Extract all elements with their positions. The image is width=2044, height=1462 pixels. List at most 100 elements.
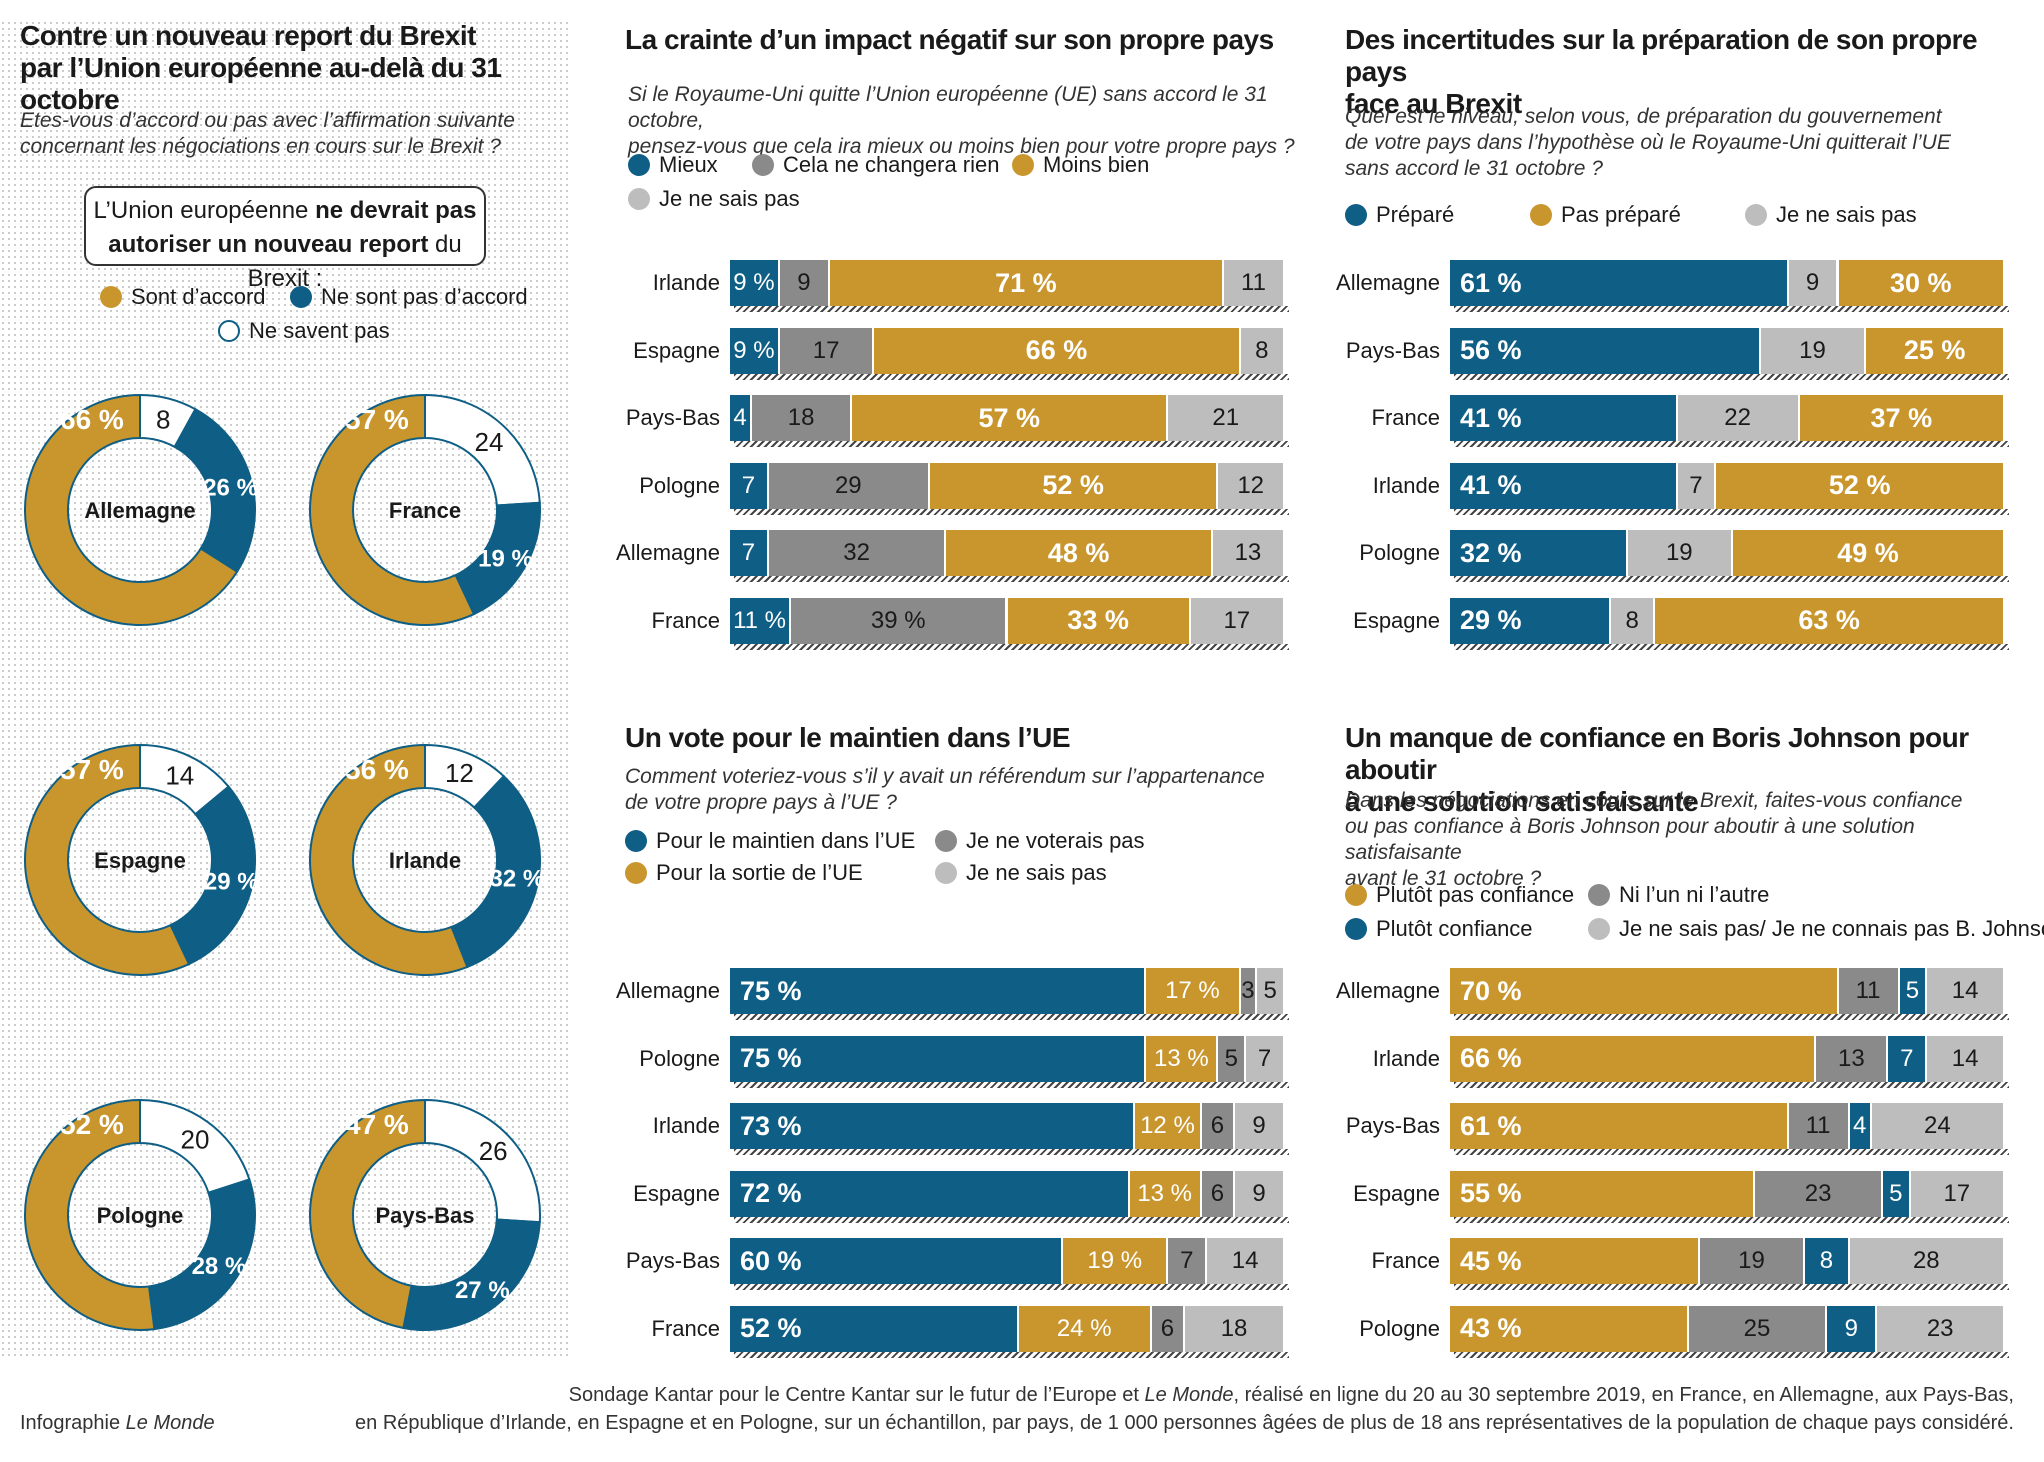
bar-segment: 18 (752, 395, 853, 441)
bar-shadow (734, 1149, 1289, 1155)
bar-segment: 7 (1246, 1035, 1285, 1082)
bar-segment: 11 % (730, 597, 792, 644)
callout-emphasis: ne devrait pas (315, 197, 477, 224)
legend-item-worse: Moins bien (1012, 152, 1149, 178)
donut-slice-agree (24, 393, 239, 626)
legend-item-better: Mieux (628, 152, 718, 178)
bar-shadow (734, 508, 1289, 515)
bar-segment: 7 (1168, 1238, 1208, 1284)
bar-segment: 6 (1201, 1170, 1236, 1217)
legend-swatch (935, 830, 957, 852)
bar-segment: 55 % (1450, 1170, 1756, 1217)
donut-slice-disagree (450, 774, 541, 969)
bar-segment: 11 (1838, 968, 1900, 1014)
callout-emphasis: autoriser un nouveau report (108, 231, 429, 258)
legend-swatch (218, 320, 240, 342)
legend-swatch (935, 862, 957, 884)
legend-label: Pas préparé (1561, 202, 1681, 227)
bar-segment: 7 (1888, 1035, 1928, 1082)
statement-callout: L’Union européenne ne devrait pas autori… (84, 186, 486, 292)
callout-text: du Brexit : (247, 231, 462, 292)
bar-segment: 5 (1882, 1170, 1911, 1217)
donut-country-label: Pologne (97, 1203, 184, 1228)
legend-swatch (1012, 154, 1034, 176)
legend-swatch (628, 188, 650, 210)
bar-segment: 9 % (730, 327, 780, 374)
legend-label: Je ne sais pas (966, 860, 1107, 885)
legend-label: Je ne sais pas (1776, 202, 1917, 227)
bar-segment: 52 % (929, 462, 1219, 509)
row-label: Irlande (652, 270, 720, 295)
legend-swatch (625, 862, 647, 884)
bar-segment: 19 (1627, 530, 1734, 576)
donut-label-disagree: 27 % (455, 1277, 510, 1304)
legend-swatch (1345, 918, 1367, 940)
panel-impact-subtitle: Si le Royaume-Uni quitte l’Union europée… (628, 83, 1295, 158)
bar-segment: 6 (1201, 1103, 1236, 1149)
row-label: Espagne (633, 1180, 720, 1206)
bar-segment: 14 (1927, 1035, 2005, 1082)
bar-segment: 33 % (1007, 597, 1191, 644)
legend-swatch (1745, 204, 1767, 226)
donut-slice-agree (24, 743, 191, 976)
bar-segment: 9 (1235, 1170, 1285, 1217)
bar-segment: 75 % (730, 968, 1147, 1014)
legend-label: Ne savent pas (249, 318, 390, 343)
row-label: Irlande (652, 1113, 720, 1138)
bar-segment: 14 (1927, 968, 2005, 1014)
donut-label-dont-know: 24 (475, 427, 504, 457)
donut-label-agree: 56 % (345, 754, 409, 785)
bar-segment: 7 (1677, 462, 1717, 509)
donut-label-agree: 47 % (345, 1109, 409, 1140)
bar-shadow (1454, 1284, 2009, 1290)
panel-johnson-title: Un manque de confiance en Boris Johnson … (1345, 722, 1969, 817)
source-text: , réalisé en ligne du 20 au 30 septembre… (1233, 1384, 2015, 1406)
bar-shadow (1454, 1149, 2009, 1155)
bar-segment: 72 % (730, 1170, 1130, 1217)
bar-shadow (734, 1284, 1289, 1290)
bar-segment: 24 % (1018, 1305, 1152, 1352)
donut-country-label: Allemagne (84, 498, 195, 523)
legend-swatch (1345, 204, 1367, 226)
donut-label-dont-know: 26 (479, 1136, 508, 1166)
row-label: Allemagne (616, 540, 720, 565)
row-label: Espagne (633, 337, 720, 363)
donut-slice-agree (309, 743, 469, 976)
bar-segment: 39 % (791, 597, 1008, 644)
bar-segment: 9 (1235, 1103, 1285, 1149)
panel-donuts-subtitle: Etes-vous d’accord ou pas avec l’affirma… (20, 109, 515, 158)
bar-segment: 66 % (874, 327, 1241, 374)
donut-slice-dont-know (424, 1098, 541, 1224)
row-label: France (1371, 1248, 1440, 1273)
donut-country-label: Espagne (94, 848, 186, 873)
donut-france: 24 19 % 57 % France (309, 393, 541, 626)
bar-segment: 17 (1910, 1170, 2005, 1217)
panel-preparation-title: Des incertitudes sur la préparation de s… (1345, 24, 1978, 119)
bar-segment: 25 (1688, 1305, 1828, 1352)
bar-segment: 3 (1240, 968, 1258, 1014)
donut-pologne: 20 28 % 52 % Pologne (24, 1098, 256, 1331)
donut-slice-disagree (169, 785, 256, 966)
panel-vote-title: Un vote pour le maintien dans l’UE (625, 722, 1071, 753)
callout-text: L’Union européenne (93, 197, 316, 224)
infographic-credit: Infographie Le Monde (20, 1412, 215, 1435)
bar-segment: 29 (768, 462, 930, 509)
legend-item-dont-know: Je ne sais pas (628, 186, 800, 212)
bar-shadow (1454, 1351, 2009, 1358)
credit-publication: Le Monde (125, 1412, 215, 1434)
bar-segment: 17 (1190, 597, 1285, 644)
legend-swatch (100, 286, 122, 308)
bar-segment: 32 (768, 530, 947, 576)
donut-country-label: France (389, 498, 461, 523)
bar-segment: 13 (1212, 530, 1285, 576)
bar-segment: 4 (730, 395, 753, 441)
bar-shadow (1454, 643, 2009, 650)
bar-segment: 75 % (730, 1035, 1147, 1082)
bar-segment: 9 (1827, 1305, 1878, 1352)
row-label: Irlande (1372, 1045, 1440, 1071)
legend-label: Sont d’accord (131, 284, 266, 309)
legend-item-no-change: Cela ne changera rien (752, 152, 999, 178)
donut-label-disagree: 29 % (204, 868, 259, 895)
bar-segment: 37 % (1799, 395, 2005, 441)
bar-segment: 7 (730, 530, 769, 576)
